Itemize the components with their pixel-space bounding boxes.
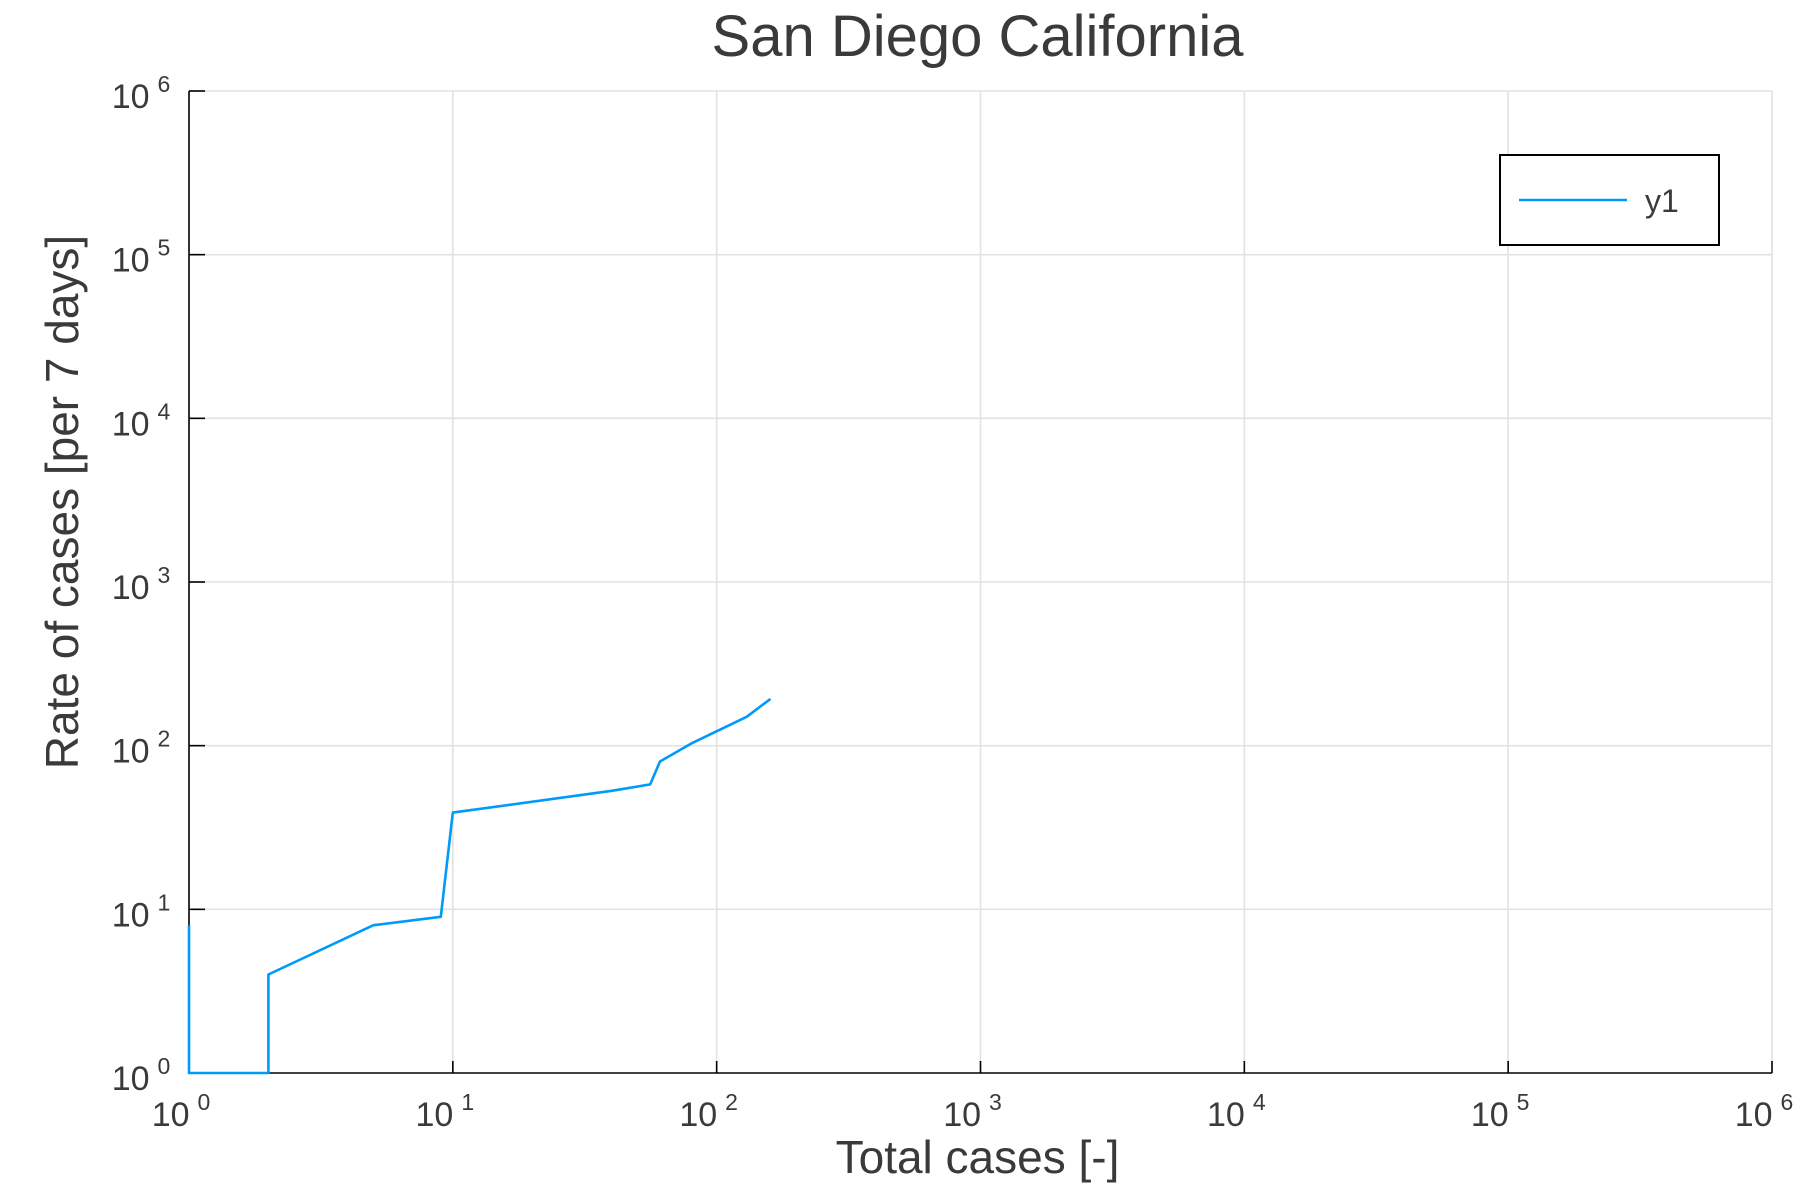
x-tick-label: 10 3 [943,1089,1002,1134]
chart-title: San Diego California [712,4,1245,69]
x-tick-label: 10 6 [1735,1089,1794,1134]
y-tick-label: 10 2 [112,726,171,771]
x-tick-label: 10 2 [679,1089,738,1134]
legend-label-y1: y1 [1645,183,1679,219]
x-tick-label: 10 4 [1207,1089,1266,1134]
grid [189,90,1773,1073]
x-axis-label: Total cases [-] [836,1131,1120,1183]
y-axis-label: Rate of cases [per 7 days] [36,235,88,769]
y-tick-label: 10 1 [112,889,171,934]
legend: y1 [1499,154,1720,246]
y-tick-label: 10 3 [112,562,171,607]
x-tick-label: 10 5 [1471,1089,1530,1134]
x-tick-label: 10 1 [416,1089,475,1134]
y-tick-label: 10 4 [112,398,171,443]
series-line-y1 [187,697,772,1075]
x-tick-label: 10 0 [152,1089,211,1134]
y-tick-label: 10 5 [112,235,171,280]
series [187,697,772,1075]
y-tick-label: 10 6 [112,71,171,116]
x-ticks: 10 0 10 1 10 2 10 3 10 4 10 5 10 6 [152,1061,1794,1134]
y-tick-label: 10 0 [112,1053,171,1098]
